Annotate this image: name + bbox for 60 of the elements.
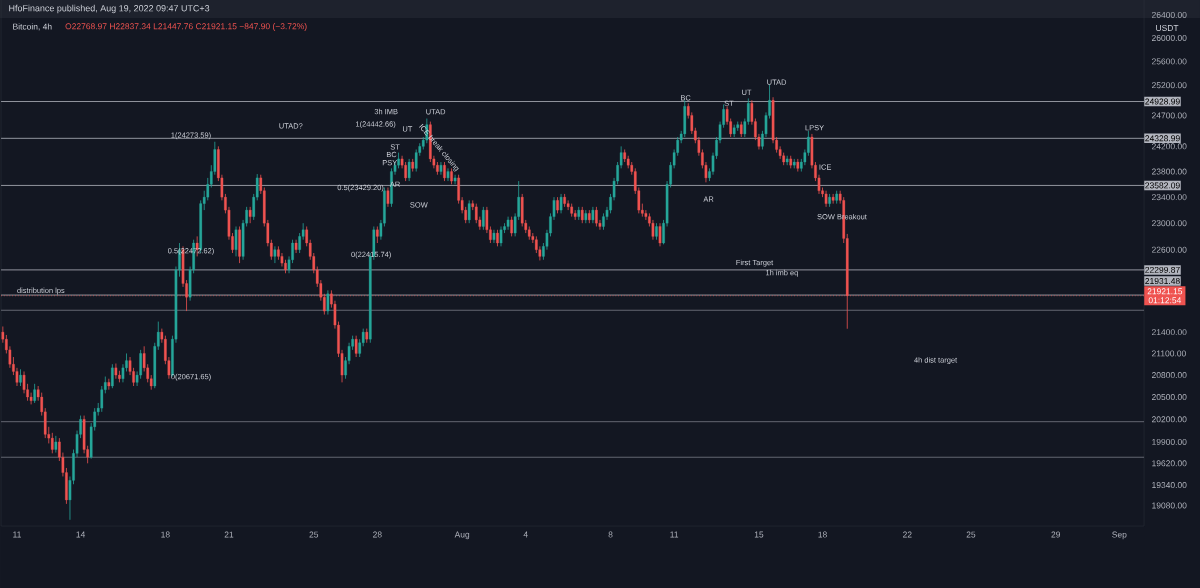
x-tick-label: 18 — [161, 531, 170, 538]
y-tick-label: 25600.00 — [1151, 58, 1187, 65]
y-tick-label: 19620.00 — [1152, 460, 1187, 467]
x-tick-label: 28 — [373, 531, 382, 538]
y-axis-title: USDT — [1156, 25, 1179, 31]
candlestick — [386, 187, 390, 208]
candlestick — [492, 229, 496, 244]
x-tick-label: 25 — [309, 531, 319, 538]
candlestick — [506, 216, 510, 231]
y-tick-label: 23800.00 — [1151, 168, 1187, 175]
candlestick — [298, 232, 301, 254]
x-tick-label: Sep — [1112, 531, 1127, 540]
candlestick — [453, 174, 457, 185]
x-tick-label: 25 — [966, 531, 976, 538]
y-tick-label: 26000.00 — [1151, 34, 1187, 41]
x-tick-label: 14 — [76, 531, 86, 538]
x-tick-label: 11 — [670, 531, 679, 538]
y-tick-label: 26400.00 — [1151, 11, 1187, 18]
y-tick-label: 19340.00 — [1152, 482, 1187, 489]
y-tick-label: 22600.00 — [1151, 246, 1187, 253]
x-tick-label: 11 — [13, 531, 21, 538]
x-tick-label: Aug — [454, 531, 470, 540]
x-tick-label: 8 — [608, 531, 613, 538]
annotation: O22768.97 H22837.34 L21447.76 C21921.15 −847.90 (−3.72%) — [65, 23, 307, 31]
y-tick-label: 19900.00 — [1152, 438, 1187, 445]
candlestick — [111, 363, 114, 389]
y-tick-label: 19080.00 — [1152, 502, 1187, 509]
candlestick — [482, 206, 485, 231]
y-tick-label: 25200.00 — [1151, 82, 1187, 89]
x-tick-label: 18 — [818, 531, 827, 538]
y-tick-label: 20200.00 — [1151, 416, 1187, 423]
candlestick — [33, 383, 36, 404]
y-tick-label: 20800.00 — [1151, 372, 1187, 379]
ref-line-label: 22299.87 — [1145, 266, 1180, 273]
candlestick — [234, 226, 238, 257]
ref-line-label: 24928.99 — [1145, 98, 1180, 105]
y-tick-label: 21400.00 — [1151, 329, 1187, 336]
candlestick — [510, 216, 513, 237]
y-tick-label: 21100.00 — [1151, 350, 1186, 357]
x-tick-label: 22 — [903, 531, 912, 538]
candlestick — [114, 363, 118, 380]
ref-line-label: 24328.99 — [1145, 135, 1180, 142]
y-tick-label: 23000.00 — [1151, 220, 1187, 227]
legend-label: 21931.48 — [1145, 278, 1180, 285]
ref-line-label: 21921.15 01:12:54 — [1147, 288, 1183, 304]
text: Bitcoin, 4h — [13, 23, 52, 31]
y-tick-label: 24700.00 — [1151, 112, 1187, 119]
y-tick-label: 20500.00 — [1151, 394, 1187, 401]
candlestick — [831, 193, 835, 205]
x-tick-label: 29 — [1051, 531, 1061, 538]
ref-line-label: 23582.09 — [1145, 182, 1180, 189]
x-tick-label: 4 — [523, 531, 528, 538]
candlestick — [294, 239, 298, 254]
text: HfoFinance published, Aug 19, 2022 09:47 UTC+3 — [9, 4, 210, 14]
candlestick — [407, 158, 411, 182]
candlestick — [595, 206, 598, 227]
y-tick-label: 24200.00 — [1151, 143, 1187, 150]
y-tick-label: 23400.00 — [1151, 194, 1187, 201]
x-tick-label: 21 — [224, 531, 234, 538]
x-tick-label: 15 — [754, 531, 764, 538]
